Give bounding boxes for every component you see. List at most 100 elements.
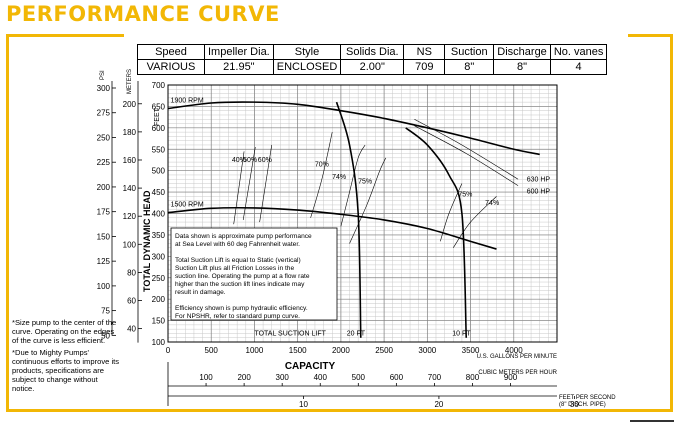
- spec-header-solids: Solids Dia.: [340, 44, 405, 60]
- plot-border: [167, 84, 558, 343]
- x-tick-label: 3500: [462, 346, 480, 355]
- note-specs: *Due to Mighty Pumps' continuous efforts…: [12, 348, 120, 393]
- info-box-line: higher than the suction lift lines indic…: [175, 281, 305, 288]
- info-box-line: suction line. Operating the pump at a fl…: [175, 273, 310, 280]
- cmh-tick-label: 500: [352, 373, 366, 382]
- info-box-line: Total Suction Lift is equal to Static (v…: [175, 257, 301, 264]
- side-notes: *Size pump to the center of the curve. O…: [12, 318, 120, 396]
- spec-value-impeller: 21.95": [204, 59, 274, 75]
- y-tick-label: 500: [152, 167, 166, 176]
- psi-tick-label: 200: [97, 183, 111, 192]
- fps-tick-label: 20: [434, 400, 443, 409]
- fps-unit: FEET PER SECOND: [559, 395, 616, 401]
- curve-label: 1500 RPM: [171, 202, 204, 209]
- info-box-bg: [170, 227, 338, 321]
- meter-tick-label: 80: [127, 268, 136, 277]
- curve-label: 1900 RPM: [171, 98, 204, 105]
- fps-tick-label: 10: [299, 400, 308, 409]
- psi-tick-label: 175: [97, 208, 111, 217]
- x-axis-title: CAPACITY: [285, 361, 336, 372]
- y-tick-label: 700: [152, 81, 166, 90]
- spec-header-vanes: No. vanes: [549, 44, 608, 60]
- efficiency-label: 75%: [358, 179, 372, 186]
- frame-border-top-right: [628, 34, 673, 37]
- y-tick-label: 300: [152, 252, 166, 261]
- suction-lift-curve: [405, 127, 468, 338]
- x-tick-label: 500: [205, 346, 219, 355]
- efficiency-label: 74%: [332, 174, 346, 181]
- info-box-line: at Sea Level with 60 deg Fahrenheit wate…: [175, 241, 300, 248]
- cmh-tick-label: 600: [390, 373, 404, 382]
- y-tick-label: 650: [152, 102, 166, 111]
- info-box: Data shown is approximate pump performan…: [170, 227, 338, 321]
- efficiency-label: 60%: [258, 157, 272, 164]
- head-curve: [167, 206, 497, 250]
- note-center: *Size pump to the center of the curve. O…: [12, 318, 117, 345]
- gpm-unit: U.S. GALLONS PER MINUTE: [477, 354, 557, 360]
- psi-tick-label: 100: [97, 282, 111, 291]
- y-tick-label: 550: [152, 145, 166, 154]
- meter-tick-label: 60: [127, 297, 136, 306]
- x-tick-label: 1000: [246, 346, 264, 355]
- spec-value-suction: 8": [444, 59, 495, 75]
- x-tick-label: 2500: [375, 346, 393, 355]
- spec-table: Speed Impeller Dia. Style Solids Dia. NS…: [137, 44, 608, 75]
- efficiency-curve: [453, 196, 497, 248]
- y-tick-label: 450: [152, 188, 166, 197]
- y-tick-label: 600: [152, 124, 166, 133]
- efficiency-curve: [242, 147, 256, 220]
- spec-value-row: VARIOUS 21.95" ENCLOSED 2.00" 709 8" 8" …: [137, 59, 608, 75]
- hp-label: 630 HP: [527, 176, 551, 183]
- cmh-tick-label: 700: [428, 373, 442, 382]
- grid-major: [167, 84, 557, 343]
- efficiency-curve: [440, 183, 463, 242]
- feet-unit: FEET: [154, 107, 161, 126]
- meter-tick-label: 200: [123, 100, 137, 109]
- head-curve: [167, 101, 540, 156]
- suction-lift-label: 20 FT: [347, 331, 366, 338]
- efficiency-label: 74%: [485, 200, 499, 207]
- efficiency-label: 50%: [243, 157, 257, 164]
- spec-value-vanes: 4: [549, 59, 608, 75]
- page-title: PERFORMANCE CURVE: [6, 2, 280, 26]
- frame-border-right: [670, 34, 673, 412]
- x-tick-label: 3000: [418, 346, 436, 355]
- psi-tick-label: 50: [101, 331, 110, 340]
- psi-tick-label: 150: [97, 232, 111, 241]
- frame-border-top-left: [6, 34, 124, 37]
- info-box-line: For NPSHR, refer to standard pump curve.: [175, 313, 300, 320]
- cmh-tick-label: 900: [504, 373, 518, 382]
- meters-unit: METERS: [127, 69, 133, 94]
- hp-curve: [414, 125, 519, 186]
- info-box-line: Suction Lift plus all Friction Losses in…: [175, 265, 294, 272]
- x-tick-label: 2000: [332, 346, 350, 355]
- curves: [167, 101, 540, 338]
- psi-tick-label: 300: [97, 84, 111, 93]
- efficiency-label: 75%: [458, 191, 472, 198]
- x-tick-label: 0: [166, 346, 171, 355]
- hp-curve: [414, 119, 519, 180]
- spec-value-solids: 2.00": [340, 59, 405, 75]
- efficiency-curve: [233, 151, 245, 225]
- cmh-tick-label: 800: [466, 373, 480, 382]
- cmh-tick-label: 100: [199, 373, 213, 382]
- psi-tick-label: 75: [101, 307, 110, 316]
- axes: [111, 81, 575, 406]
- efficiency-label: 40%: [232, 157, 246, 164]
- meter-tick-label: 100: [123, 240, 137, 249]
- y-axis-title: TOTAL DYNAMIC HEAD: [142, 190, 152, 292]
- spec-value-style: ENCLOSED: [272, 59, 342, 75]
- psi-tick-label: 275: [97, 109, 111, 118]
- y-tick-label: 400: [152, 210, 166, 219]
- meter-tick-label: 120: [123, 212, 137, 221]
- y-tick-label: 200: [152, 295, 166, 304]
- info-box-line: Efficiency shown is pump hydraulic effic…: [175, 305, 308, 312]
- efficiency-curve: [310, 132, 333, 218]
- psi-unit: PSI: [100, 70, 106, 80]
- suction-lift-title: TOTAL SUCTION LIFT: [254, 331, 326, 338]
- chart-labels: 100 150 200 250 300 350 400 450 500 550 600 650 700 0…: [97, 69, 617, 409]
- suction-lift-label: 10 FT: [452, 331, 471, 338]
- frame-border: [6, 36, 673, 412]
- footer-bar: [630, 420, 674, 422]
